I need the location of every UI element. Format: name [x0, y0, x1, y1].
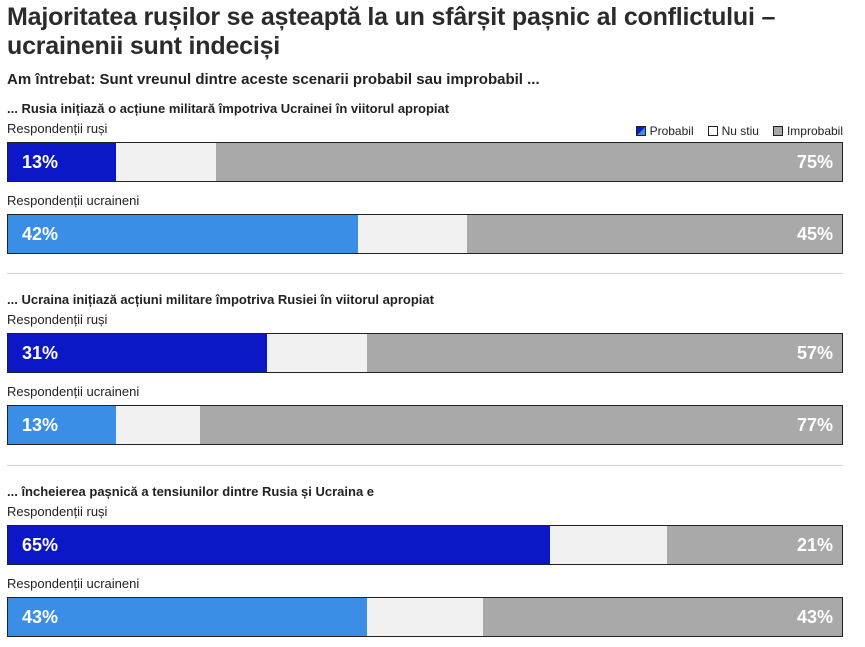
chart-subtitle: Am întrebat: Sunt vreunul dintre aceste … — [7, 71, 540, 88]
legend-label-improbabil: Improbabil — [786, 124, 843, 138]
bar-segment-probabil: 13% — [8, 143, 117, 181]
bar-segment-improbabil: 75% — [216, 143, 842, 181]
question-label: ... Rusia inițiază o acțiune militară îm… — [7, 101, 450, 116]
question-section-3: ... încheierea pașnică a tensiunilor din… — [7, 483, 843, 647]
stacked-bar: 43% 43% — [7, 597, 843, 637]
group-label: Respondenții ucraineni — [7, 193, 140, 208]
chart-title: Majoritatea rușilor se așteaptă la un sf… — [7, 3, 776, 60]
legend: Probabil Nu stiu Improbabil — [635, 124, 843, 138]
value-label-improbabil: 57% — [796, 343, 833, 363]
legend-item-improbabil: Improbabil — [772, 124, 843, 138]
value-label-probabil: 13% — [22, 152, 59, 172]
legend-item-nu-stiu: Nu stiu — [707, 124, 759, 138]
bar-segment-nu-stiu — [116, 143, 217, 181]
section-divider — [7, 273, 843, 274]
stacked-bar: 31% 57% — [7, 333, 843, 373]
bar-segment-improbabil: 57% — [366, 334, 842, 372]
value-label-improbabil: 43% — [796, 607, 833, 627]
bar-segment-improbabil: 45% — [466, 215, 842, 253]
stacked-bar: 65% 21% — [7, 525, 843, 565]
value-label-probabil: 43% — [22, 607, 59, 627]
group-label: Respondenții ruși — [7, 312, 108, 327]
legend-swatch-nu-stiu — [707, 126, 718, 136]
value-label-probabil: 13% — [22, 415, 59, 435]
bar-segment-nu-stiu — [550, 526, 667, 564]
value-label-probabil: 31% — [22, 343, 59, 363]
legend-label-probabil: Probabil — [649, 124, 694, 138]
bar-segment-nu-stiu — [358, 215, 467, 253]
question-label: ... încheierea pașnică a tensiunilor din… — [7, 484, 375, 499]
stacked-bar: 42% 45% — [7, 214, 843, 254]
section-divider — [7, 465, 843, 466]
stacked-bar: 13% 77% — [7, 405, 843, 445]
question-label: ... Ucraina inițiază acțiuni militare îm… — [7, 292, 434, 307]
value-label-probabil: 65% — [22, 535, 59, 555]
group-label: Respondenții ruși — [7, 121, 108, 136]
bar-segment-probabil: 43% — [8, 598, 367, 636]
bar-segment-improbabil: 77% — [199, 406, 842, 444]
value-label-improbabil: 75% — [796, 152, 833, 172]
legend-item-probabil: Probabil — [635, 124, 694, 138]
bar-segment-nu-stiu — [116, 406, 200, 444]
question-section-1: ... Rusia inițiază o acțiune militară îm… — [7, 100, 843, 264]
group-label: Respondenții ruși — [7, 504, 108, 519]
bar-segment-probabil: 31% — [8, 334, 267, 372]
stacked-bar: 13% 75% — [7, 142, 843, 182]
bar-segment-probabil: 65% — [8, 526, 551, 564]
bar-segment-probabil: 42% — [8, 215, 359, 253]
bar-segment-probabil: 13% — [8, 406, 117, 444]
question-section-2: ... Ucraina inițiază acțiuni militare îm… — [7, 291, 843, 455]
value-label-improbabil: 21% — [796, 535, 833, 555]
value-label-improbabil: 77% — [796, 415, 833, 435]
value-label-improbabil: 45% — [796, 224, 833, 244]
group-label: Respondenții ucraineni — [7, 384, 140, 399]
bar-segment-nu-stiu — [366, 598, 484, 636]
value-label-probabil: 42% — [22, 224, 59, 244]
bar-segment-nu-stiu — [266, 334, 367, 372]
group-label: Respondenții ucraineni — [7, 576, 140, 591]
legend-swatch-probabil — [635, 126, 646, 136]
legend-label-nu-stiu: Nu stiu — [721, 124, 759, 138]
bar-segment-improbabil: 21% — [666, 526, 842, 564]
legend-swatch-improbabil — [772, 126, 783, 136]
bar-segment-improbabil: 43% — [483, 598, 842, 636]
